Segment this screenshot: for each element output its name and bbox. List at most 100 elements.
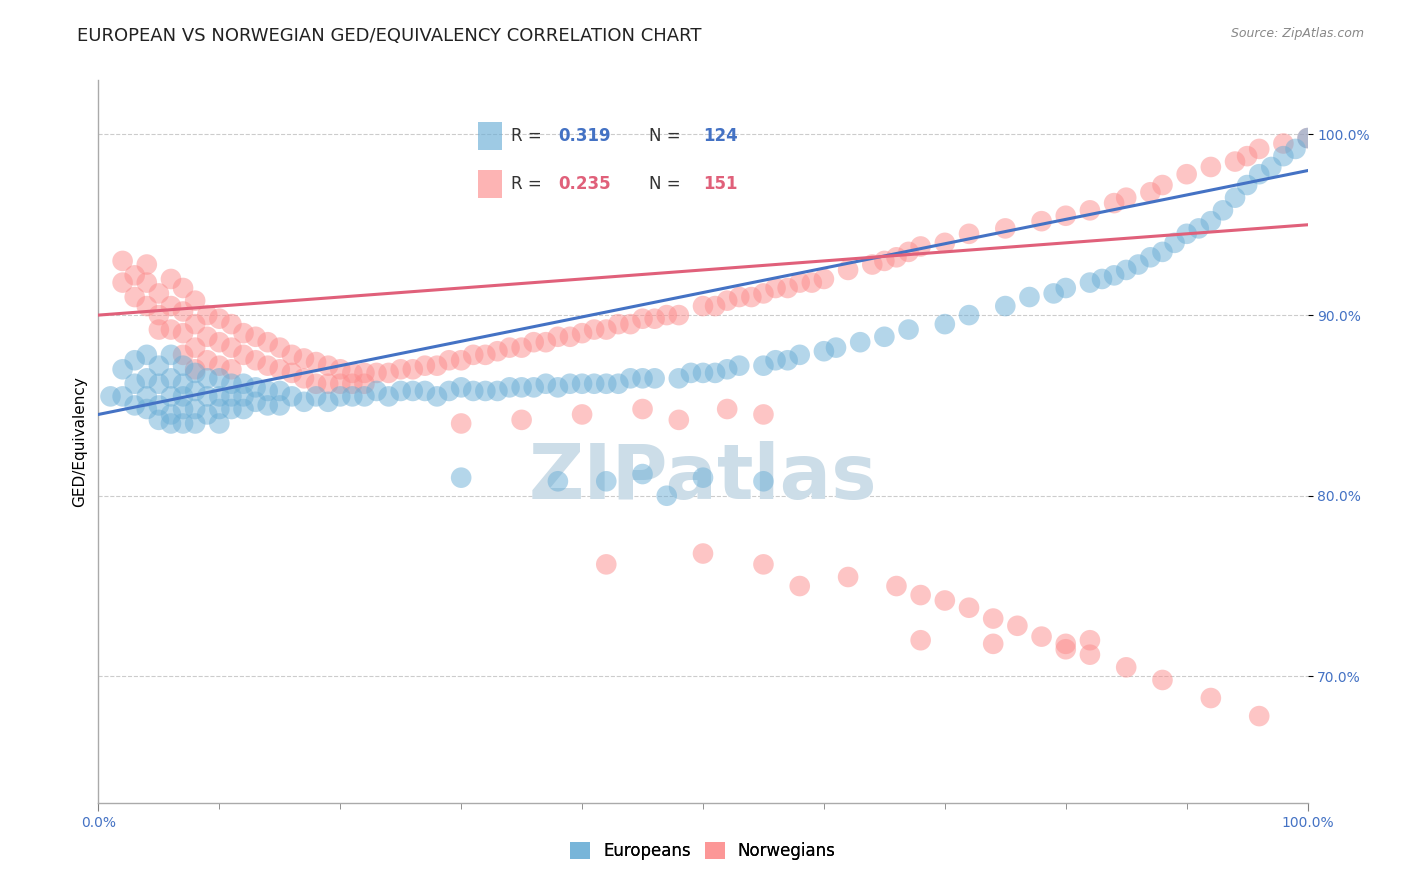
- Point: [994, 221, 1017, 235]
- Point: [413, 359, 436, 373]
- Point: [148, 376, 170, 391]
- Point: [716, 293, 738, 308]
- Point: [1223, 154, 1246, 169]
- Point: [208, 417, 231, 431]
- Point: [558, 330, 581, 344]
- Point: [1152, 178, 1174, 192]
- Point: [994, 299, 1017, 313]
- Point: [135, 389, 157, 403]
- Point: [1236, 178, 1258, 192]
- Text: Source: ZipAtlas.com: Source: ZipAtlas.com: [1230, 27, 1364, 40]
- Point: [450, 380, 472, 394]
- Point: [208, 389, 231, 403]
- Point: [256, 398, 278, 412]
- Point: [172, 359, 194, 373]
- Point: [752, 286, 775, 301]
- Text: ZIPatlas: ZIPatlas: [529, 441, 877, 515]
- Point: [208, 359, 231, 373]
- Point: [595, 558, 617, 572]
- Point: [426, 389, 449, 403]
- Point: [849, 335, 872, 350]
- Point: [160, 408, 183, 422]
- Point: [281, 366, 304, 380]
- Point: [124, 290, 146, 304]
- Point: [172, 402, 194, 417]
- Point: [221, 376, 243, 391]
- Point: [1152, 673, 1174, 687]
- Point: [292, 371, 315, 385]
- Point: [172, 417, 194, 431]
- Point: [256, 384, 278, 398]
- Point: [1175, 227, 1198, 241]
- Point: [463, 384, 485, 398]
- Point: [463, 348, 485, 362]
- Point: [148, 413, 170, 427]
- Point: [195, 308, 218, 322]
- Point: [631, 467, 654, 481]
- Point: [1078, 633, 1101, 648]
- Point: [1296, 131, 1319, 145]
- Point: [269, 362, 291, 376]
- Point: [389, 362, 412, 376]
- Point: [957, 600, 980, 615]
- Point: [704, 299, 727, 313]
- Point: [124, 353, 146, 368]
- Point: [1091, 272, 1114, 286]
- Point: [148, 398, 170, 412]
- Point: [329, 362, 352, 376]
- Point: [329, 389, 352, 403]
- Point: [981, 637, 1004, 651]
- Point: [692, 547, 714, 561]
- Point: [450, 417, 472, 431]
- Point: [1031, 630, 1053, 644]
- Point: [534, 376, 557, 391]
- Point: [160, 272, 183, 286]
- Point: [195, 389, 218, 403]
- Point: [305, 389, 328, 403]
- Point: [873, 253, 896, 268]
- Point: [837, 263, 859, 277]
- Point: [281, 348, 304, 362]
- Point: [655, 489, 678, 503]
- Point: [256, 359, 278, 373]
- Point: [172, 326, 194, 340]
- Point: [897, 244, 920, 259]
- Point: [1260, 160, 1282, 174]
- Point: [148, 359, 170, 373]
- Point: [571, 408, 593, 422]
- Point: [692, 299, 714, 313]
- Point: [1115, 660, 1137, 674]
- Point: [837, 570, 859, 584]
- Point: [510, 413, 533, 427]
- Point: [184, 366, 207, 380]
- Point: [789, 348, 811, 362]
- Point: [160, 389, 183, 403]
- Point: [631, 371, 654, 385]
- Point: [776, 353, 799, 368]
- Point: [221, 362, 243, 376]
- Point: [547, 380, 569, 394]
- Point: [498, 341, 520, 355]
- Point: [776, 281, 799, 295]
- Point: [510, 380, 533, 394]
- Point: [135, 402, 157, 417]
- Point: [1139, 186, 1161, 200]
- Point: [558, 376, 581, 391]
- Point: [728, 359, 751, 373]
- Point: [510, 341, 533, 355]
- Point: [595, 376, 617, 391]
- Point: [124, 268, 146, 283]
- Point: [1102, 196, 1125, 211]
- Point: [1054, 281, 1077, 295]
- Point: [1115, 263, 1137, 277]
- Point: [353, 376, 375, 391]
- Point: [342, 389, 364, 403]
- Point: [1249, 709, 1271, 723]
- Point: [644, 371, 666, 385]
- Point: [655, 308, 678, 322]
- Point: [607, 317, 630, 331]
- Point: [789, 276, 811, 290]
- Point: [1212, 203, 1234, 218]
- Text: EUROPEAN VS NORWEGIAN GED/EQUIVALENCY CORRELATION CHART: EUROPEAN VS NORWEGIAN GED/EQUIVALENCY CO…: [77, 27, 702, 45]
- Point: [316, 376, 339, 391]
